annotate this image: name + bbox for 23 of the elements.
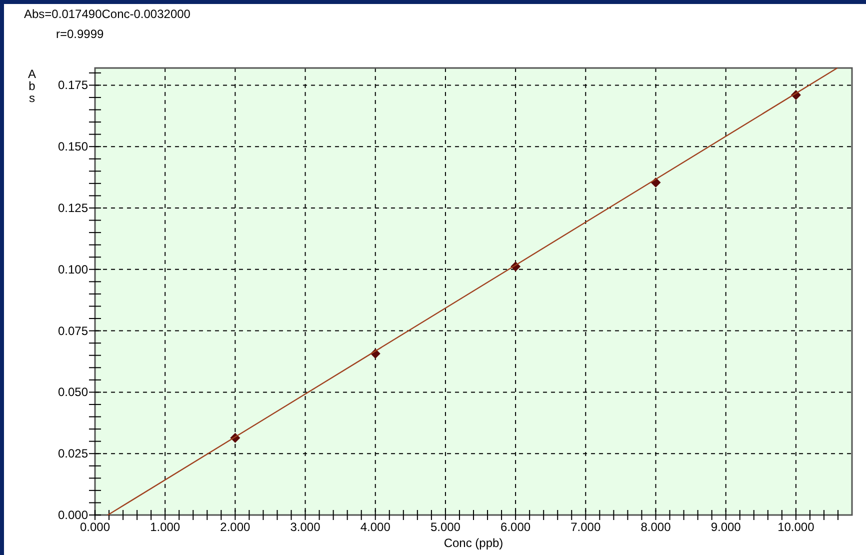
y-tick-label: 0.050 — [58, 385, 88, 400]
y-tick-label: 0.150 — [58, 140, 88, 154]
text: r=0.9999 — [56, 27, 104, 41]
y-tick-label: 0.000 — [58, 508, 88, 522]
x-tick-label: 6.000 — [500, 520, 531, 534]
y-tick-label: 0.125 — [58, 200, 88, 215]
y-tick-label: 0.100 — [58, 262, 88, 276]
text: Abs=0.017490Conc-0.0032000 — [24, 7, 191, 21]
x-tick-label: 1.000 — [150, 520, 180, 534]
x-tick-label: 0.000 — [80, 520, 110, 534]
x-tick-label: 7.000 — [570, 520, 601, 534]
x-tick-label: 8.000 — [640, 520, 672, 534]
y-axis-title: Abs — [28, 67, 36, 105]
y-tick-label: 0.175 — [58, 78, 88, 92]
x-tick-label: 4.000 — [360, 520, 391, 534]
x-axis-title: Conc (ppb) — [444, 536, 504, 550]
y-tick-label: 0.025 — [58, 446, 88, 461]
y-tick-label: 0.075 — [58, 324, 88, 338]
x-tick-label: 3.000 — [290, 520, 321, 534]
x-tick-label: 9.000 — [710, 520, 742, 534]
x-tick-label: 2.000 — [220, 520, 251, 534]
x-tick-label: 10.000 — [778, 520, 815, 534]
x-tick-label: 5.000 — [430, 520, 461, 534]
